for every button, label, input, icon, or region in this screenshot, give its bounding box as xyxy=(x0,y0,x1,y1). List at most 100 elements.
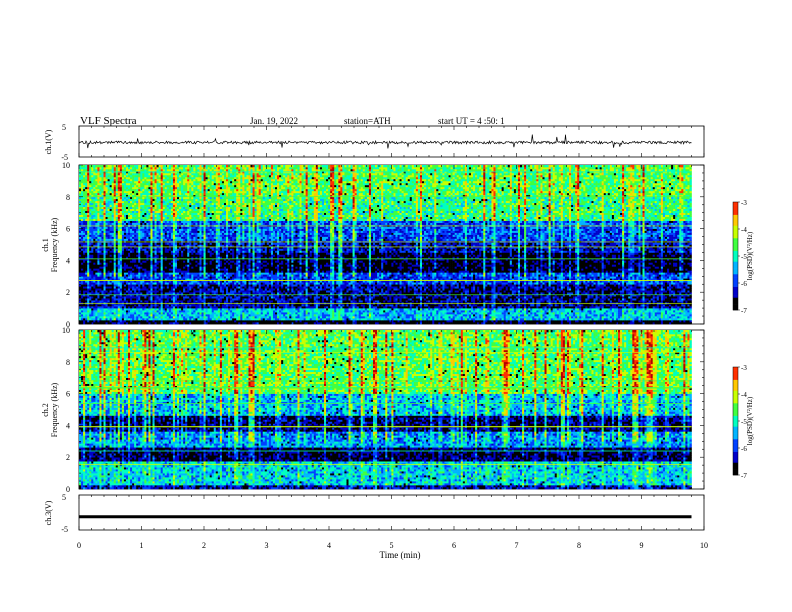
spectrogram-cell xyxy=(302,312,304,314)
spectrogram-cell xyxy=(542,314,544,316)
spectrogram-cell xyxy=(475,318,477,320)
spectrogram-cell xyxy=(620,314,622,316)
spectrogram-cell xyxy=(520,314,522,316)
spectrogram-cell xyxy=(624,318,626,320)
spectrogram-cell xyxy=(257,310,259,312)
spectrogram-cell xyxy=(240,314,242,316)
spectrogram-cell xyxy=(647,320,649,322)
spectrogram-cell xyxy=(295,320,297,322)
spectrogram-cell xyxy=(122,310,124,312)
spectrogram-cell xyxy=(442,316,444,318)
spectrogram-cell xyxy=(565,318,567,320)
spectrogram-cell xyxy=(85,314,87,316)
spectrogram-cell xyxy=(346,314,348,316)
spectrogram-cell xyxy=(99,310,101,312)
spectrogram-cell xyxy=(516,316,518,318)
spectrogram-cell xyxy=(628,318,630,320)
date-label: Jan. 19, 2022 xyxy=(250,116,298,126)
spectrogram-cell xyxy=(318,312,320,314)
spectrogram-cell xyxy=(591,314,593,316)
spectrogram-cell xyxy=(469,312,471,314)
spectrogram-cell xyxy=(461,322,463,324)
spectrogram-cell xyxy=(398,320,400,322)
spectrogram-cell xyxy=(179,314,181,316)
spectrogram-cell xyxy=(387,318,389,320)
spectrogram-cell xyxy=(218,310,220,312)
spectrogram-cell xyxy=(285,312,287,314)
spectrogram-cell xyxy=(522,318,524,320)
spectrogram-cell xyxy=(230,312,232,314)
spectrogram-cell xyxy=(185,320,187,322)
spectrogram-cell xyxy=(161,318,163,320)
spectrogram-cell xyxy=(287,312,289,314)
spectrogram-cell xyxy=(273,318,275,320)
spectrogram-cell xyxy=(101,316,103,318)
spectrogram-cell xyxy=(377,314,379,316)
spectrogram-cell xyxy=(643,312,645,314)
spectrogram-cell xyxy=(344,318,346,320)
spectrogram-cell xyxy=(322,320,324,322)
spectrogram-cell xyxy=(626,316,628,318)
spectrogram-cell xyxy=(530,316,532,318)
spectrogram-cell xyxy=(536,320,538,322)
spectrogram-cell xyxy=(506,314,508,316)
spectrogram-cell xyxy=(432,320,434,322)
spectrogram-cell xyxy=(598,316,600,318)
spectrogram-cell xyxy=(238,320,240,322)
spectrogram-cell xyxy=(640,318,642,320)
spectrogram-cell xyxy=(410,312,412,314)
spectrogram-cell xyxy=(461,314,463,316)
spectrogram-cell xyxy=(97,310,99,312)
spectrogram-cell xyxy=(567,318,569,320)
spectrogram-cell xyxy=(424,312,426,314)
spectrogram-cell xyxy=(608,322,610,324)
spectrogram-cell xyxy=(459,318,461,320)
spectrogram-cell xyxy=(685,318,687,320)
spectrogram-cell xyxy=(159,318,161,320)
spectrogram-cell xyxy=(434,312,436,314)
spectrogram-cell xyxy=(442,314,444,316)
spectrogram-cell xyxy=(142,316,144,318)
spectrogram-cell xyxy=(167,322,169,324)
spectrogram-cell xyxy=(159,310,161,312)
spectrogram-cell xyxy=(569,316,571,318)
spectrogram-cell xyxy=(520,312,522,314)
spectrogram-cell xyxy=(114,322,116,324)
spectrogram-cell xyxy=(410,318,412,320)
spectrogram-cell xyxy=(485,320,487,322)
spectrogram-cell xyxy=(573,320,575,322)
spectrogram-cell xyxy=(263,320,265,322)
spectrogram-cell xyxy=(647,322,649,324)
spectrogram-cell xyxy=(240,318,242,320)
spectrogram-cell xyxy=(663,322,665,324)
spectrogram-cell xyxy=(393,316,395,318)
spectrogram-cell xyxy=(377,316,379,318)
spectrogram-cell xyxy=(144,316,146,318)
spectrogram-cell xyxy=(367,312,369,314)
spectrogram-cell xyxy=(97,322,99,324)
spectrogram-cell xyxy=(195,314,197,316)
spectrogram-cell xyxy=(336,318,338,320)
spectrogram-cell xyxy=(295,318,297,320)
spectrogram-cell xyxy=(79,316,81,318)
spectrogram-cell xyxy=(287,318,289,320)
station-label: station=ATH xyxy=(344,116,391,126)
spectrogram-cell xyxy=(530,314,532,316)
spectrogram-cell xyxy=(169,310,171,312)
spectrogram-cell xyxy=(279,310,281,312)
spectrogram-cell xyxy=(267,320,269,322)
spectrogram-cell xyxy=(471,312,473,314)
spectrogram-cell xyxy=(614,316,616,318)
spectrogram-cell xyxy=(669,322,671,324)
spectrogram-cell xyxy=(681,322,683,324)
spectrogram-cell xyxy=(342,314,344,316)
spectrogram-cell xyxy=(363,322,365,324)
spectrogram-cell xyxy=(473,320,475,322)
spectrogram-cell xyxy=(310,310,312,312)
spectrogram-cell xyxy=(285,314,287,316)
spectrogram-cell xyxy=(365,318,367,320)
spectrogram-cell xyxy=(645,314,647,316)
spectrogram-cell xyxy=(248,310,250,312)
spectrogram-cell xyxy=(306,322,308,324)
spectrogram-cell xyxy=(93,320,95,322)
